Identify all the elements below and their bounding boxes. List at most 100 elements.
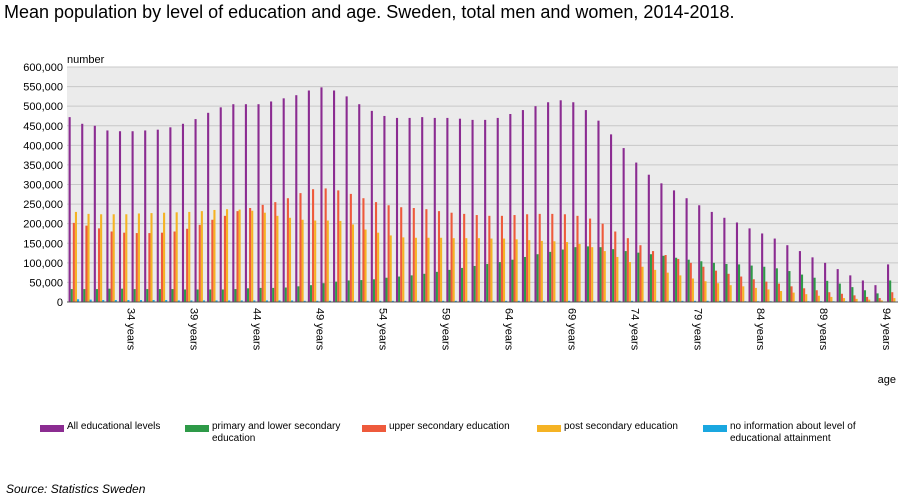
y-axis-ticks: 0 50,000 100,000 150,000 200,000 250,000 300,0… (23, 62, 63, 309)
bar (213, 209, 216, 302)
bar (261, 204, 264, 302)
bar (133, 289, 136, 302)
bar (127, 300, 130, 302)
bar (540, 240, 543, 302)
bar (855, 298, 858, 302)
bar (326, 220, 329, 302)
y-tick-label: 400,000 (23, 140, 63, 152)
x-axis-title: age (878, 374, 896, 386)
bar (446, 117, 449, 302)
x-tick-label: 59 years (439, 308, 451, 351)
bar (437, 211, 441, 302)
bar (750, 265, 753, 302)
bar (412, 208, 415, 302)
bar (194, 119, 197, 302)
bar (547, 102, 550, 302)
bar (144, 130, 147, 302)
bar (811, 257, 814, 302)
bar (257, 104, 260, 303)
y-tick-label: 300,000 (23, 180, 63, 192)
bar (152, 300, 155, 302)
bar (423, 273, 426, 302)
legend-item: post secondary education (537, 421, 678, 433)
bar (207, 112, 210, 302)
bar (240, 300, 243, 302)
bar (139, 300, 143, 302)
bar (85, 225, 88, 303)
bar (232, 104, 235, 303)
bar (169, 127, 172, 302)
bar (379, 300, 382, 302)
bar (286, 198, 289, 302)
bar (693, 300, 697, 302)
bar (156, 129, 159, 302)
legend-swatch (537, 425, 561, 432)
bar (324, 188, 327, 302)
bar (200, 211, 203, 302)
bar (853, 295, 856, 302)
bar (366, 300, 369, 302)
bar (672, 190, 676, 303)
bar (528, 240, 531, 302)
bar (349, 193, 352, 302)
bar (597, 120, 600, 302)
bar (351, 224, 354, 302)
bar (370, 110, 373, 303)
bar (337, 190, 340, 303)
bar (576, 215, 579, 302)
bar (135, 233, 138, 302)
chart-title: Mean population by level of education an… (4, 2, 735, 22)
bar (605, 300, 608, 302)
bar (584, 110, 587, 302)
bar (610, 134, 613, 302)
bar (568, 300, 571, 302)
legend-item: All educational levels (40, 421, 160, 433)
x-tick-label: 69 years (565, 308, 577, 351)
bar (335, 281, 338, 302)
legend-label: post secondary education (564, 421, 678, 432)
series-3 (74, 209, 896, 303)
x-tick-label: 54 years (377, 308, 389, 351)
bar (184, 289, 187, 302)
bar (849, 275, 852, 302)
bar (425, 209, 428, 302)
bar (106, 130, 109, 302)
bar (666, 272, 669, 303)
bar (72, 222, 75, 302)
bar (307, 90, 310, 302)
bar (295, 95, 298, 302)
bar (555, 300, 558, 302)
bar (421, 117, 424, 302)
bar (398, 276, 401, 302)
bar (475, 215, 478, 302)
bar (276, 215, 279, 302)
bar (698, 205, 701, 302)
bar (450, 212, 453, 302)
bar (458, 118, 462, 302)
bar (253, 300, 256, 302)
bar (219, 107, 222, 302)
bar (654, 269, 657, 302)
bar (274, 202, 277, 303)
bar (813, 277, 816, 302)
bar (580, 300, 583, 302)
bar (158, 289, 161, 302)
y-tick-label: 100,000 (23, 258, 63, 270)
bar (125, 214, 128, 302)
legend-swatch (185, 425, 209, 432)
bar (364, 229, 367, 302)
bar (429, 300, 432, 302)
bar (234, 289, 237, 302)
bar (387, 205, 390, 302)
bar (880, 300, 883, 302)
bar (740, 276, 743, 302)
bar (828, 292, 831, 302)
bar (643, 300, 646, 302)
bar (486, 264, 489, 302)
bar (391, 300, 394, 302)
bar (748, 228, 751, 302)
bar (842, 298, 846, 302)
legend-label: upper secondary education (389, 421, 510, 432)
bar (186, 228, 189, 302)
bar (700, 261, 703, 302)
